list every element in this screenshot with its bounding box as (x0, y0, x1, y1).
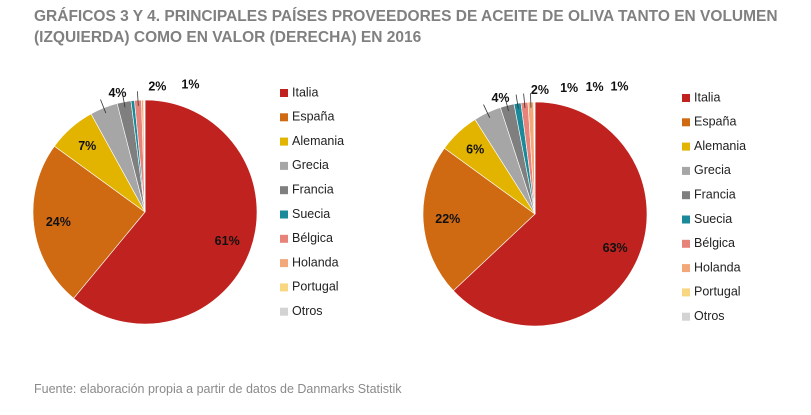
legend-label: Otros (292, 304, 323, 318)
legend-swatch (682, 239, 690, 248)
legend-swatch (280, 89, 288, 97)
legend-label: Otros (694, 309, 725, 323)
legend-label: Italia (694, 90, 720, 104)
data-label: 1% (586, 80, 604, 94)
leader-line (100, 99, 107, 114)
pie-slice (422, 147, 536, 292)
legend-label: Francia (292, 182, 334, 196)
legend-swatch (682, 215, 690, 224)
legend-label: Bélgica (292, 231, 333, 245)
legend-swatch (682, 166, 690, 175)
pie-slice (73, 99, 258, 325)
legend-label: Alemania (694, 139, 746, 153)
legend-label: Grecia (292, 158, 329, 172)
legend-label: Bélgica (694, 236, 735, 250)
leader-line (483, 104, 491, 118)
legend-swatch (280, 113, 288, 122)
legend-label: Portugal (694, 285, 741, 299)
leader-line (530, 93, 532, 108)
legend-swatch (280, 161, 288, 170)
data-label: 24% (46, 215, 71, 229)
data-label: 61% (215, 234, 240, 248)
data-label: 1% (610, 79, 628, 93)
title: GRÁFICOS 3 Y 4. PRINCIPALES PAÍSES PROVE… (34, 8, 778, 46)
legend-swatch (280, 234, 288, 243)
legend-label: Holanda (292, 255, 339, 269)
source: Fuente: elaboración propia a partir de d… (34, 382, 402, 396)
pie-slice (533, 101, 536, 215)
data-label: 1% (560, 81, 578, 95)
legend-swatch (682, 191, 690, 200)
data-label: 2% (148, 79, 166, 93)
leader-line (121, 93, 126, 108)
legend-swatch (682, 142, 690, 151)
legend-swatch (682, 264, 690, 273)
legend-swatch (682, 312, 690, 321)
leader-line (515, 94, 519, 109)
legend-label: Holanda (694, 260, 741, 274)
data-label: 1% (181, 78, 199, 92)
legend-label: Suecia (292, 207, 330, 221)
pie-slice (32, 145, 146, 299)
leader-line (523, 93, 526, 109)
pie-slice (143, 99, 146, 213)
leader-line (504, 96, 509, 112)
legend-swatch (280, 259, 288, 268)
data-label: 63% (603, 241, 628, 255)
legend-swatch (280, 137, 288, 146)
data-label: 6% (466, 143, 484, 157)
pie-slice (452, 101, 648, 327)
legend-label: Francia (694, 187, 736, 201)
legend-swatch (280, 283, 288, 292)
legend-swatch (682, 118, 690, 127)
legend-swatch (280, 307, 288, 316)
data-label: 22% (435, 212, 460, 226)
legend-label: Suecia (694, 212, 732, 226)
legend-label: España (694, 115, 736, 129)
legend-swatch (280, 186, 288, 195)
legend-label: Italia (292, 85, 318, 99)
legend-swatch (682, 288, 690, 297)
data-label: 4% (491, 91, 509, 105)
leader-line (137, 91, 139, 106)
legend-swatch (682, 94, 690, 102)
data-label: 7% (78, 139, 96, 153)
data-label: 2% (531, 83, 549, 97)
legend-label: Portugal (292, 280, 339, 294)
legend-label: España (292, 110, 334, 124)
legend-label: Alemania (292, 134, 344, 148)
data-label: 4% (108, 86, 126, 100)
legend-label: Grecia (694, 163, 731, 177)
legend-swatch (280, 210, 288, 219)
